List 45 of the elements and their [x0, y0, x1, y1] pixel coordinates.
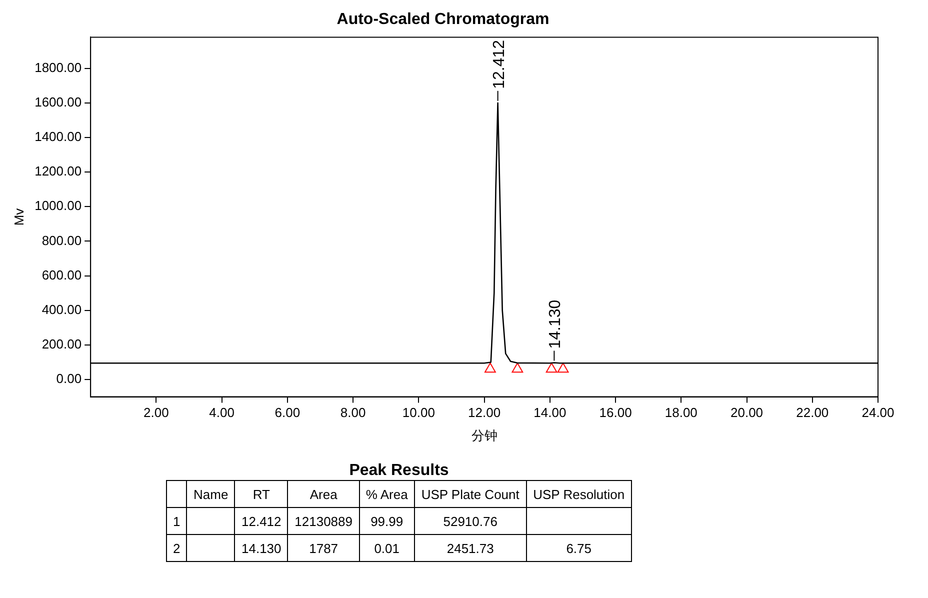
- y-tick-label: 0.00: [56, 371, 82, 386]
- chart-title: Auto-Scaled Chromatogram: [336, 11, 550, 28]
- y-tick-label: 1600.00: [34, 94, 82, 110]
- x-tick-label: 18.00: [664, 405, 698, 420]
- x-axis-title: 分钟: [471, 428, 498, 443]
- text: 14.130: [242, 540, 282, 556]
- text: 1787: [309, 540, 338, 556]
- x-tick-label: 6.00: [274, 405, 300, 420]
- x-tick-label: 16.00: [599, 405, 632, 420]
- text: Peak Results: [348, 462, 450, 480]
- x-tick-label: 24.00: [862, 405, 894, 420]
- text: 0.01: [374, 540, 400, 556]
- category-label: USP Resolution: [526, 480, 632, 508]
- category-label: % Area: [359, 480, 414, 508]
- text: 2: [173, 540, 180, 556]
- text: 99.99: [370, 514, 404, 528]
- y-tick-label: 1200.00: [34, 164, 82, 179]
- x-tick-label: 2.00: [144, 405, 169, 420]
- annotation: 12.412: [490, 40, 508, 89]
- x-tick-label: 12.00: [468, 405, 501, 420]
- text: 1: [173, 514, 180, 528]
- text: 12.412: [242, 514, 282, 528]
- text: 12130889: [294, 514, 352, 528]
- x-tick-label: 14.00: [534, 405, 566, 420]
- category-label: Area: [288, 480, 360, 508]
- category-label: USP Plate Count: [414, 480, 526, 508]
- y-tick-label: 1000.00: [34, 198, 82, 214]
- text: 2451.73: [446, 540, 494, 556]
- category-label: Name: [186, 480, 235, 508]
- x-tick-label: 10.00: [402, 405, 435, 420]
- x-tick-label: 22.00: [796, 405, 829, 420]
- y-axis-title: Mv: [11, 208, 26, 226]
- y-tick-label: 800.00: [42, 232, 82, 248]
- category-label: RT: [234, 480, 288, 508]
- text: 52910.76: [443, 514, 498, 528]
- x-tick-label: 8.00: [340, 405, 366, 420]
- text: 6.75: [566, 540, 592, 556]
- y-tick-label: 400.00: [42, 302, 82, 317]
- annotation: 14.130: [547, 300, 564, 349]
- y-tick-label: 1400.00: [34, 129, 82, 144]
- y-tick-label: 600.00: [42, 267, 82, 282]
- x-tick-label: 4.00: [209, 405, 234, 420]
- x-tick-label: 20.00: [730, 405, 764, 420]
- y-tick-label: 1800.00: [34, 60, 82, 75]
- y-tick-label: 200.00: [42, 336, 82, 352]
